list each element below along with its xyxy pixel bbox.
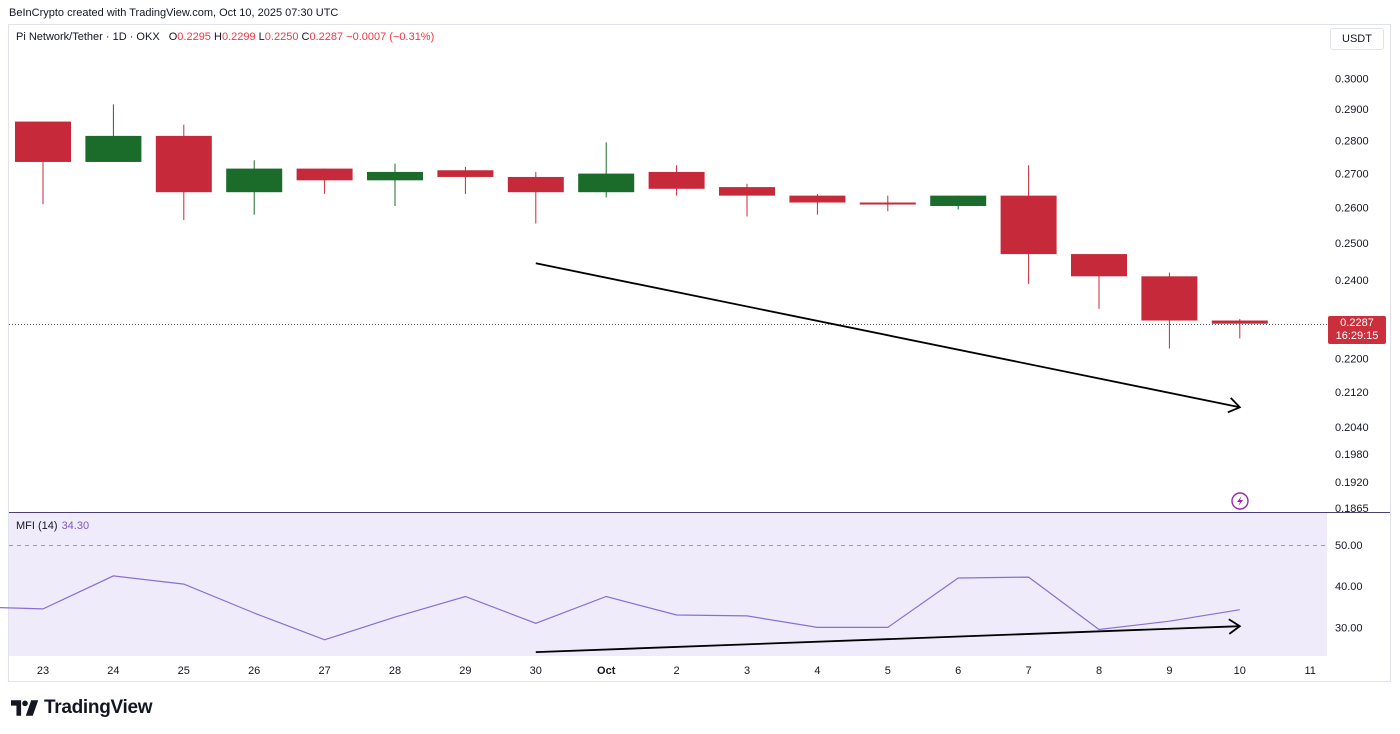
high-label: H: [214, 31, 222, 43]
close-label: C: [301, 31, 310, 43]
mfi-legend-name: MFI (14): [16, 520, 58, 532]
tradingview-logo[interactable]: TradingView: [11, 697, 153, 719]
low-value: 0.2250: [264, 31, 299, 43]
mfi-legend-value: 34.30: [61, 520, 90, 532]
open-label: O: [168, 31, 178, 43]
close-value: 0.2287: [309, 31, 344, 43]
symbol-header: Pi Network/Tether · 1D · OKX O0.2295 H0.…: [16, 31, 434, 43]
mfi-legend[interactable]: MFI (14) 34.30: [16, 520, 89, 532]
open-value: 0.2295: [177, 31, 211, 43]
last-price-value: 0.2287: [1340, 317, 1374, 329]
price-change: −0.0007 (−0.31%): [346, 31, 435, 43]
last-price-tag: 0.2287 16:29:15: [1328, 316, 1386, 344]
chart-frame: [8, 24, 1391, 682]
currency-button[interactable]: USDT: [1330, 28, 1384, 50]
low-label: L: [258, 31, 265, 43]
chart-credit: BeInCrypto created with TradingView.com,…: [9, 7, 339, 19]
symbol-name[interactable]: Pi Network/Tether · 1D · OKX: [16, 31, 160, 43]
tradingview-logo-icon: [11, 700, 39, 716]
tradingview-logo-text: TradingView: [44, 697, 153, 718]
high-value: 0.2299: [221, 31, 256, 43]
bar-countdown: 16:29:15: [1335, 330, 1379, 342]
